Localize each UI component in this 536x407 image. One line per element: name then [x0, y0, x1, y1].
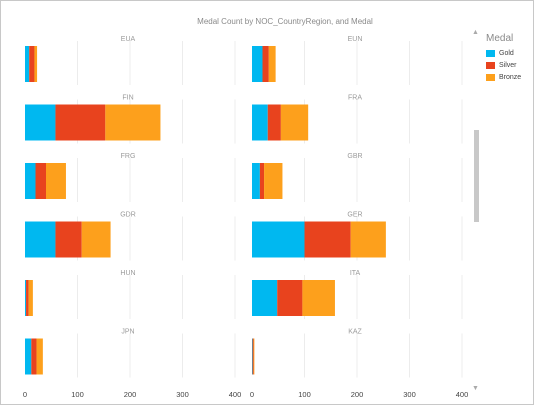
legend-item-silver[interactable]: Silver: [486, 59, 536, 71]
bar-gbr-bronze: [264, 163, 283, 199]
x-tick-label: 200: [124, 390, 137, 399]
bar-frg-bronze: [46, 163, 66, 199]
panel-eun: EUN: [252, 36, 463, 85]
panel-kaz: KAZ: [252, 329, 463, 378]
x-tick-label: 0: [250, 390, 254, 399]
bar-fra-silver: [267, 104, 281, 141]
bar-jpn-gold: [25, 338, 32, 375]
bar-fra-bronze: [280, 104, 309, 141]
legend-swatch-silver: [486, 61, 495, 69]
panel-ita: ITA: [252, 270, 463, 319]
bar-gbr-silver: [259, 163, 265, 199]
panel-ger: GER: [252, 212, 463, 261]
legend-label-silver: Silver: [499, 61, 517, 69]
panel-label: EUN: [348, 36, 363, 43]
bar-eun-gold: [252, 46, 263, 82]
bar-ger-gold: [252, 221, 305, 258]
x-tick-label: 100: [298, 390, 311, 399]
x-tick-label: 0: [23, 390, 27, 399]
scroll-down-icon[interactable]: ▼: [472, 385, 479, 392]
panel-label: HUN: [120, 270, 135, 277]
chart-title: Medal Count by NOC_CountryRegion, and Me…: [197, 17, 373, 26]
legend-item-gold[interactable]: Gold: [486, 47, 536, 59]
panel-hun: HUN: [25, 270, 236, 319]
bar-ita-silver: [277, 280, 303, 316]
panel-label: FRG: [121, 153, 136, 160]
bar-kaz-gold: [252, 338, 253, 375]
bar-eua-bronze: [34, 46, 38, 82]
bar-jpn-bronze: [36, 338, 43, 375]
bar-eua-gold: [25, 46, 30, 82]
bar-jpn-silver: [31, 338, 37, 375]
x-tick-label: 300: [176, 390, 189, 399]
legend-swatch-gold: [486, 49, 495, 57]
panel-label: GBR: [347, 153, 362, 160]
bar-ita-gold: [252, 280, 278, 316]
bar-eun-silver: [262, 46, 269, 82]
bar-fin-silver: [55, 104, 106, 141]
scroll-up-icon[interactable]: ▲: [472, 29, 479, 36]
legend-label-bronze: Bronze: [499, 73, 522, 81]
legend-title: Medal: [486, 33, 514, 44]
bar-frg-gold: [25, 163, 36, 199]
bar-eun-bronze: [268, 46, 276, 82]
panel-frg: FRG: [25, 153, 236, 202]
bar-gdr-silver: [55, 221, 82, 258]
legend-item-bronze[interactable]: Bronze: [486, 71, 536, 83]
panel-fin: FIN: [25, 95, 236, 144]
bar-eua-silver: [29, 46, 35, 82]
vertical-scrollbar[interactable]: [474, 130, 479, 222]
bar-ger-bronze: [350, 221, 386, 258]
bar-fin-gold: [25, 104, 56, 141]
bar-hun-bronze: [28, 280, 33, 316]
panel-label: GER: [347, 212, 362, 219]
panel-fra: FRA: [252, 95, 463, 144]
chart-panels: EUA EUN FIN FRA FRG GBR GDR GER HUN ITA JPN KAZ: [25, 36, 463, 378]
panel-jpn: JPN: [25, 329, 236, 378]
bar-hun-silver: [26, 280, 29, 316]
bar-fra-gold: [252, 104, 268, 141]
bar-gdr-gold: [25, 221, 56, 258]
legend-swatch-bronze: [486, 73, 495, 81]
panel-eua: EUA: [25, 36, 236, 85]
bar-gdr-bronze: [81, 221, 111, 258]
panel-label: ITA: [350, 270, 361, 277]
bar-kaz-bronze: [253, 338, 255, 375]
legend: Medal Gold Silver Bronze: [486, 33, 536, 83]
legend-label-gold: Gold: [499, 49, 514, 57]
x-tick-label: 400: [229, 390, 242, 399]
bar-fin-bronze: [105, 104, 161, 141]
panel-label: FIN: [122, 95, 133, 102]
bar-ita-bronze: [302, 280, 335, 316]
bar-ger-silver: [304, 221, 351, 258]
x-tick-label: 200: [351, 390, 364, 399]
panel-label: EUA: [121, 36, 136, 43]
bar-hun-gold: [25, 280, 27, 316]
bar-gbr-gold: [252, 163, 260, 199]
panel-gdr: GDR: [25, 212, 236, 261]
panel-label: JPN: [121, 329, 134, 336]
panel-label: GDR: [120, 212, 136, 219]
bar-kaz-silver: [252, 338, 254, 375]
x-tick-label: 100: [71, 390, 84, 399]
x-axes: 0 100 200 300 400 0 100 200 300 400: [23, 390, 468, 399]
panel-label: FRA: [348, 95, 362, 102]
x-tick-label: 400: [456, 390, 469, 399]
panel-label: KAZ: [348, 329, 362, 336]
panel-gbr: GBR: [252, 153, 463, 202]
bar-frg-silver: [35, 163, 46, 199]
x-tick-label: 300: [403, 390, 416, 399]
